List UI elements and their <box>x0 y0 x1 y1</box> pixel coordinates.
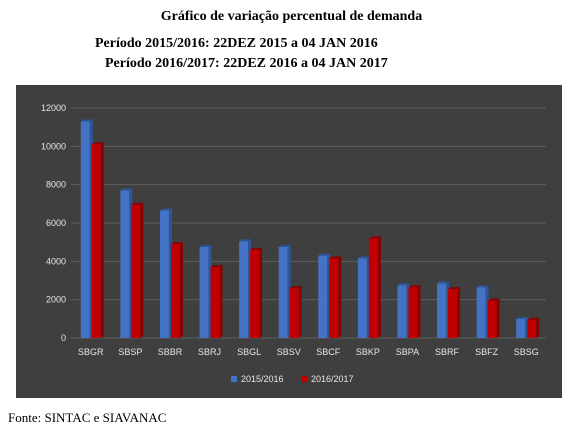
bar-sbkp-2016-2017 <box>368 236 381 338</box>
bar-sbgl-2016-2017 <box>250 247 263 338</box>
x-tick-label: SBGR <box>78 347 104 357</box>
legend-swatch-2015-2016 <box>231 376 237 382</box>
bar-sbcf-2016-2017 <box>329 256 342 338</box>
period-2016-2017: Período 2016/2017: 22DEZ 2016 a 04 JAN 2… <box>105 56 388 71</box>
chart-title: Gráfico de variação percentual de demand… <box>160 9 423 24</box>
bar-sbsg-2015-2016 <box>516 316 529 338</box>
bar-chart: 0 2000 4000 6000 8000 10000 12000 SBGR SBSP SBBR S… <box>41 103 546 384</box>
bar-sbsv-2015-2016 <box>278 244 291 338</box>
chart-area: 0 2000 4000 6000 8000 10000 12000 SBGR SBSP SBBR S… <box>16 85 562 398</box>
x-tick-label: SBRJ <box>198 347 221 357</box>
bar-sbgr-2016-2017 <box>91 142 104 338</box>
period-2015-2016: Período 2015/2016: 22DEZ 2015 a 04 JAN 2… <box>95 36 378 51</box>
bar-sbgl-2015-2016 <box>239 239 252 338</box>
bar-sbgr-2015-2016 <box>80 119 93 338</box>
x-tick-label: SBGL <box>237 347 261 357</box>
bar-sbrf-2015-2016 <box>437 281 450 338</box>
bar-sbkp-2015-2016 <box>357 256 370 338</box>
bar-sbfz-2015-2016 <box>476 285 489 338</box>
bar-sbbr-2016-2017 <box>170 242 183 338</box>
bar-sbpa-2015-2016 <box>397 283 410 338</box>
x-tick-label: SBSP <box>118 347 142 357</box>
bar-sbrj-2015-2016 <box>199 244 212 338</box>
bar-sbcf-2015-2016 <box>318 253 331 338</box>
bar-sbfz-2016-2017 <box>487 298 500 338</box>
x-tick-label: SBRF <box>435 347 460 357</box>
x-tick-label: SBSV <box>277 347 301 357</box>
y-tick-label: 4000 <box>46 256 66 266</box>
bar-sbsg-2016-2017 <box>527 317 540 338</box>
x-tick-label: SBFZ <box>475 347 499 357</box>
y-tick-label: 12000 <box>41 103 66 113</box>
y-tick-label: 0 <box>61 333 66 343</box>
y-tick-label: 10000 <box>41 141 66 151</box>
bar-sbsp-2016-2017 <box>131 202 144 338</box>
y-tick-label: 6000 <box>46 218 66 228</box>
x-tick-label: SBBR <box>158 347 183 357</box>
legend-swatch-2016-2017 <box>301 376 307 382</box>
legend-label-2015-2016: 2015/2016 <box>241 374 284 384</box>
bar-sbrj-2016-2017 <box>210 265 223 338</box>
legend-label-2016-2017: 2016/2017 <box>311 374 354 384</box>
bar-sbsp-2015-2016 <box>120 188 133 338</box>
bar-sbpa-2016-2017 <box>408 285 421 338</box>
x-tick-label: SBKP <box>356 347 380 357</box>
y-tick-label: 8000 <box>46 180 66 190</box>
x-tick-label: SBPA <box>396 347 419 357</box>
bar-sbrf-2016-2017 <box>448 287 461 338</box>
x-tick-label: SBCF <box>316 347 341 357</box>
source-note: Fonte: SINTAC e SIAVANAC <box>8 410 167 425</box>
bar-sbsv-2016-2017 <box>289 286 302 338</box>
x-tick-label: SBSG <box>514 347 539 357</box>
y-tick-label: 2000 <box>46 295 66 305</box>
bar-sbbr-2015-2016 <box>159 208 172 338</box>
